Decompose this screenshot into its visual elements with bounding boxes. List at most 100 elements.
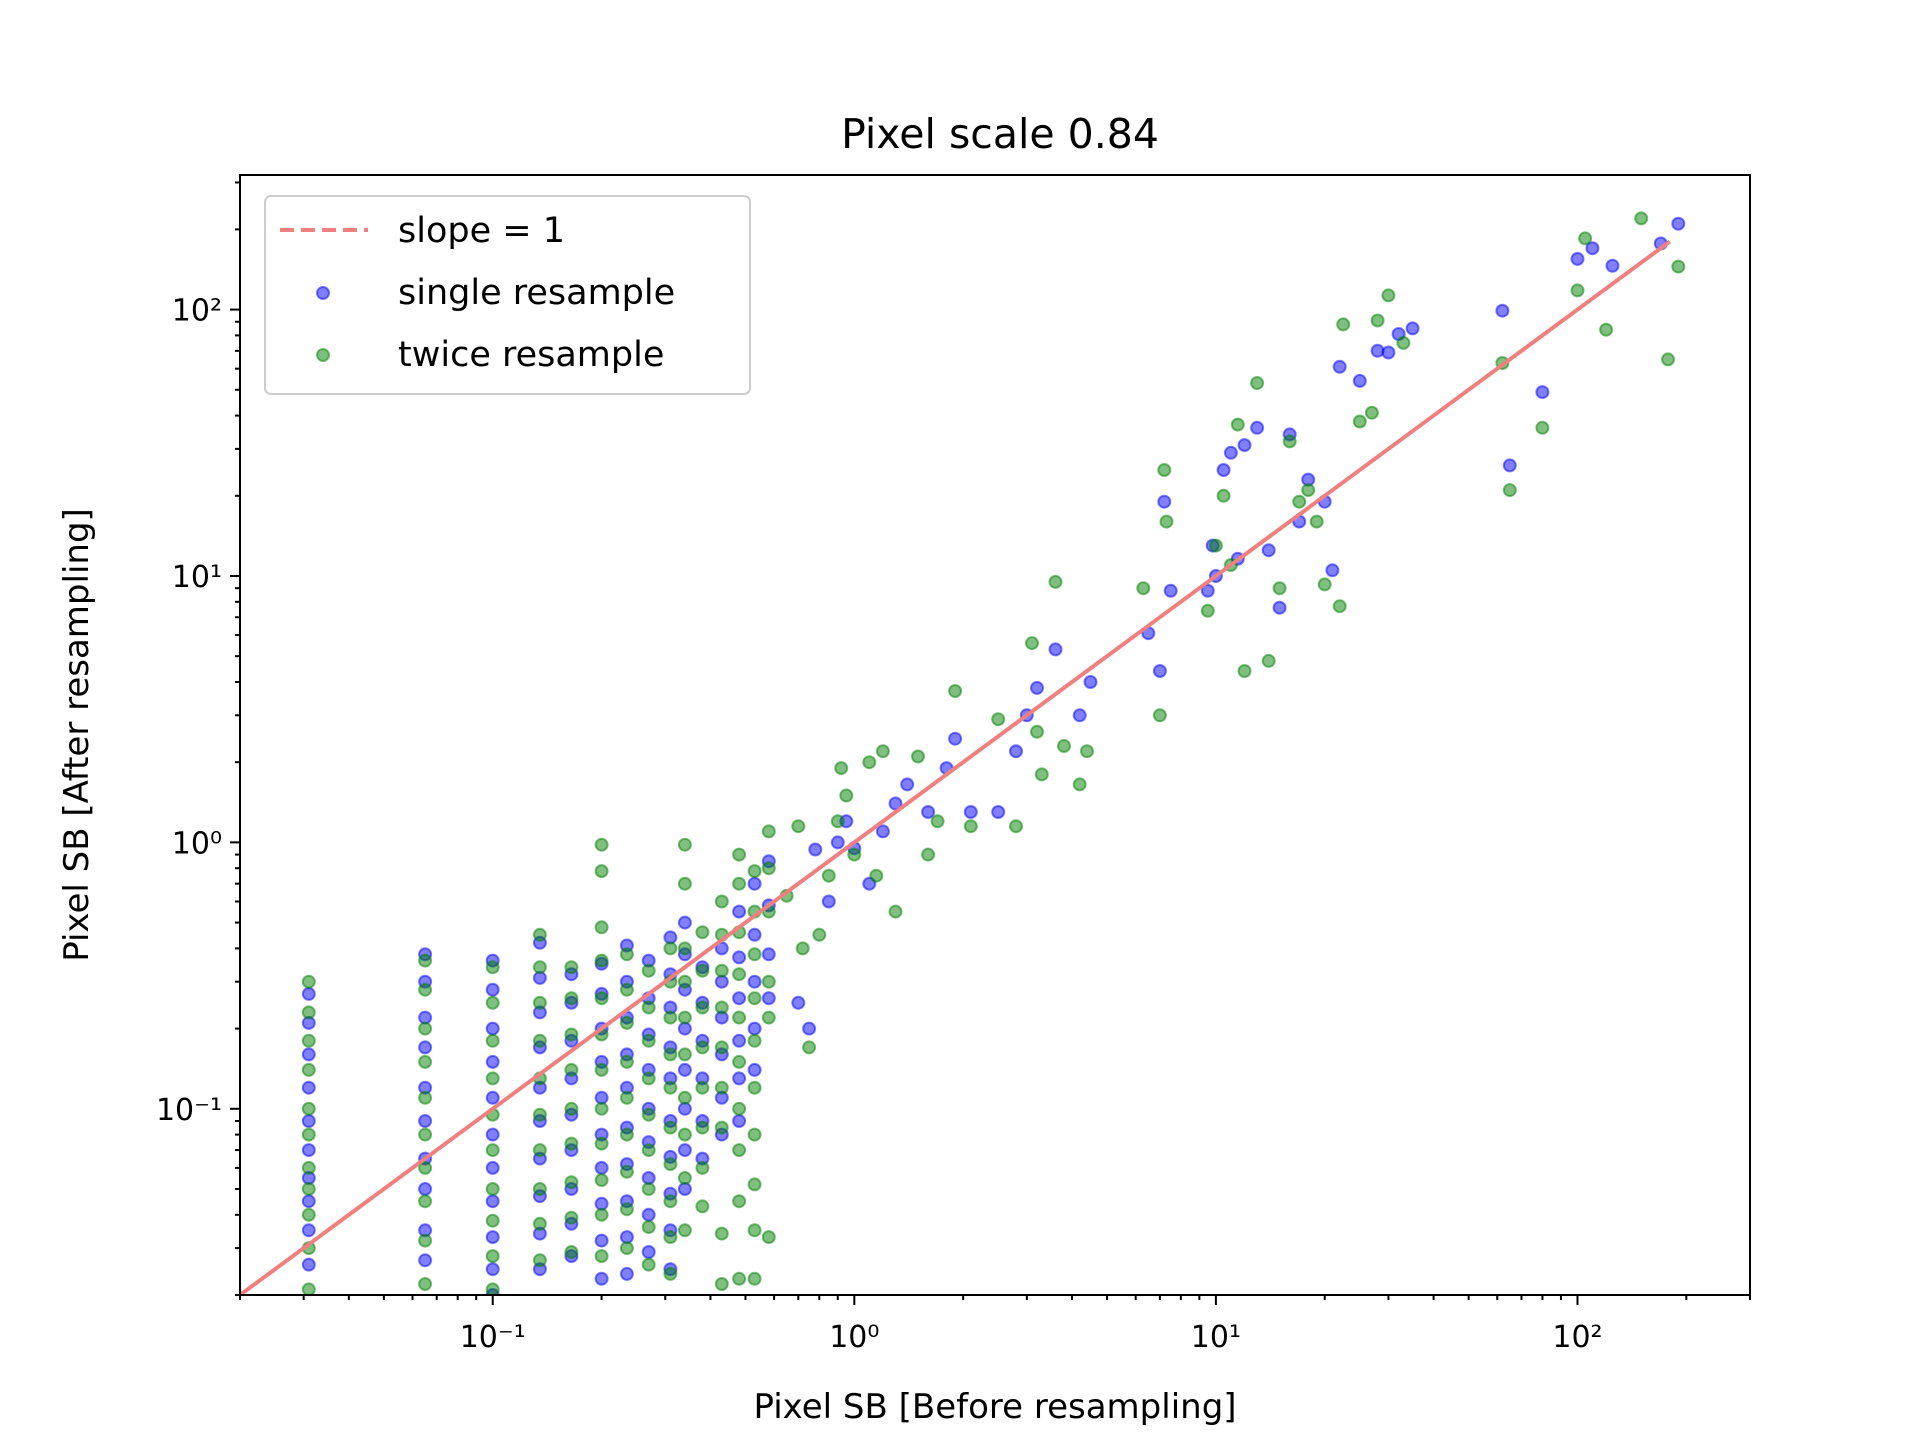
data-point [594,991,609,1006]
data-point [1396,335,1411,350]
data-point [695,1080,710,1095]
data-point [795,941,810,956]
data-point [1250,420,1265,435]
data-point [418,1114,433,1128]
data-point [677,837,692,852]
data-point [594,1207,609,1222]
data-point [747,927,762,942]
data-point [485,1127,500,1142]
data-point [761,1230,776,1245]
data-point [619,982,634,997]
data-point [732,1101,747,1116]
data-point [301,1160,316,1175]
data-point [1370,313,1385,328]
data-point [1159,514,1174,529]
data-point [677,1223,692,1238]
data-point [991,712,1006,727]
data-point [1317,577,1332,592]
data-point [1570,251,1585,266]
chart-title: Pixel scale 0.84 [841,110,1159,158]
data-point [1009,744,1023,759]
data-point [1009,819,1023,834]
data-point [619,1127,634,1142]
data-point [301,986,316,1001]
data-point [594,953,609,968]
data-point [1261,653,1276,668]
data-point [875,744,890,759]
data-point [802,1021,817,1036]
data-point [564,991,579,1006]
data-point [714,1226,729,1241]
x-axis: 10⁻¹ 10⁰ 10¹ 10² [239,1295,1751,1355]
data-point [1671,259,1686,274]
data-point [1336,317,1351,332]
data-point [663,1010,678,1025]
legend-label-single: single resample [398,273,675,313]
data-point [1157,494,1172,509]
data-point [747,1080,762,1095]
data-point [1599,322,1614,337]
data-point [1381,288,1396,303]
data-point [641,1182,656,1196]
data-point [485,1230,500,1245]
data-point [1352,414,1367,429]
data-point [747,1177,762,1192]
data-point [641,1220,656,1234]
series-layer [301,211,1686,1295]
data-point [714,1080,729,1095]
data-point [663,1120,678,1135]
data-point [747,947,762,962]
data-point [888,904,903,919]
data-point [485,1282,500,1295]
data-point [834,761,849,776]
data-point [1057,739,1071,753]
data-point [963,805,978,819]
data-point [1223,445,1238,460]
data-point [532,1143,547,1158]
data-point [1332,359,1347,374]
data-point [1136,581,1151,596]
data-point [714,963,729,978]
data-point [594,837,609,852]
data-point [1661,352,1675,367]
data-point [695,1040,710,1055]
data-point [485,1033,500,1048]
data-point [663,1266,678,1281]
legend: slope = 1 single resample twice resample [264,195,751,395]
data-point [1634,211,1649,226]
data-point [301,1101,316,1116]
data-point [1080,744,1094,759]
data-point [747,876,762,891]
data-point [1502,458,1517,473]
data-point [714,894,729,909]
data-point [619,1202,634,1217]
data-point [847,847,862,862]
data-point [641,1143,656,1158]
data-point [732,1010,747,1025]
data-point [1585,241,1600,256]
data-point [594,864,609,879]
legend-marker-single [316,286,330,300]
data-point [888,796,903,811]
x-tick-label: 10¹ [1191,1320,1241,1355]
data-point [619,1266,634,1281]
data-point [594,1160,609,1175]
data-point [695,1000,710,1015]
data-point [900,777,915,792]
data-point [485,1194,500,1209]
data-point [761,1010,776,1025]
data-point [619,1015,634,1030]
slope-one-line [240,239,1671,1295]
data-point [301,1223,316,1238]
data-point [594,1249,609,1264]
data-point [485,1182,500,1196]
y-tick-label: 10⁻¹ [156,1093,222,1128]
data-point [418,1233,433,1248]
data-point [1261,543,1276,558]
data-point [485,1143,500,1158]
data-point [1495,303,1510,318]
data-point [747,1062,762,1077]
data-point [1048,574,1063,589]
data-point [1200,603,1215,618]
data-point [1072,777,1087,792]
